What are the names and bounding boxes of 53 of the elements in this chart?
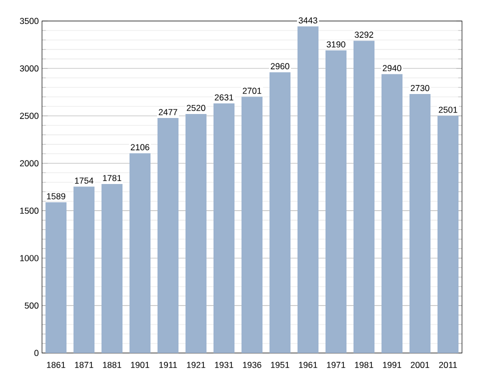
x-tick-label: 1911 <box>159 362 177 368</box>
bar <box>242 96 263 353</box>
data-label: 2730 <box>410 84 430 92</box>
x-tick-label: 1881 <box>103 362 122 368</box>
x-tick-label: 1936 <box>243 362 262 368</box>
data-label: 2501 <box>438 106 458 113</box>
data-label: 2960 <box>270 63 290 70</box>
data-label: 1754 <box>75 178 94 184</box>
x-tick-label: 1931 <box>215 362 234 368</box>
x-tick-label: 1981 <box>355 362 374 368</box>
x-tick-label: 1971 <box>327 362 346 368</box>
y-tick-label: 2500 <box>20 112 39 119</box>
x-tick-label: 1991 <box>383 362 402 368</box>
x-tick-label: 1921 <box>187 362 206 368</box>
x-tick-label: 1961 <box>299 362 318 368</box>
bar <box>102 184 123 353</box>
x-tick-label: 1901 <box>131 362 150 368</box>
data-label: 3292 <box>354 32 374 38</box>
y-tick-label: 2000 <box>20 160 39 166</box>
data-label: 3443 <box>298 17 318 24</box>
bar <box>326 50 346 353</box>
bar <box>270 72 291 353</box>
data-label: 2701 <box>242 88 262 94</box>
x-tick-label: 1871 <box>75 362 94 368</box>
x-tick-label: 1951 <box>271 362 290 368</box>
x-tick-label: 2001 <box>410 362 430 368</box>
data-label: 2940 <box>382 65 402 72</box>
data-label: 2631 <box>214 94 234 100</box>
x-tick-label: 1861 <box>47 362 66 368</box>
y-tick-label: 3000 <box>20 65 39 72</box>
y-tick-label: 1500 <box>20 208 39 214</box>
data-label: 2477 <box>158 109 178 116</box>
data-label: 2106 <box>130 144 150 150</box>
bar <box>214 103 235 353</box>
bar <box>410 94 430 353</box>
bar <box>130 153 151 353</box>
y-tick-label: 3500 <box>20 18 39 24</box>
x-tick-label: 2011 <box>439 362 457 368</box>
y-tick-label: 1000 <box>20 255 39 262</box>
bar <box>158 118 179 353</box>
data-label: 1781 <box>103 174 122 182</box>
bar <box>382 74 402 353</box>
bar <box>46 202 67 353</box>
y-tick-label: 500 <box>24 302 39 309</box>
data-label: 2520 <box>186 104 206 112</box>
bar <box>438 116 458 353</box>
y-tick-label: 0 <box>34 350 39 356</box>
bar <box>74 186 95 353</box>
data-label: 1589 <box>47 193 66 200</box>
data-label: 3190 <box>326 41 346 48</box>
bar <box>298 26 318 353</box>
bar <box>354 40 374 353</box>
bar <box>186 114 207 353</box>
